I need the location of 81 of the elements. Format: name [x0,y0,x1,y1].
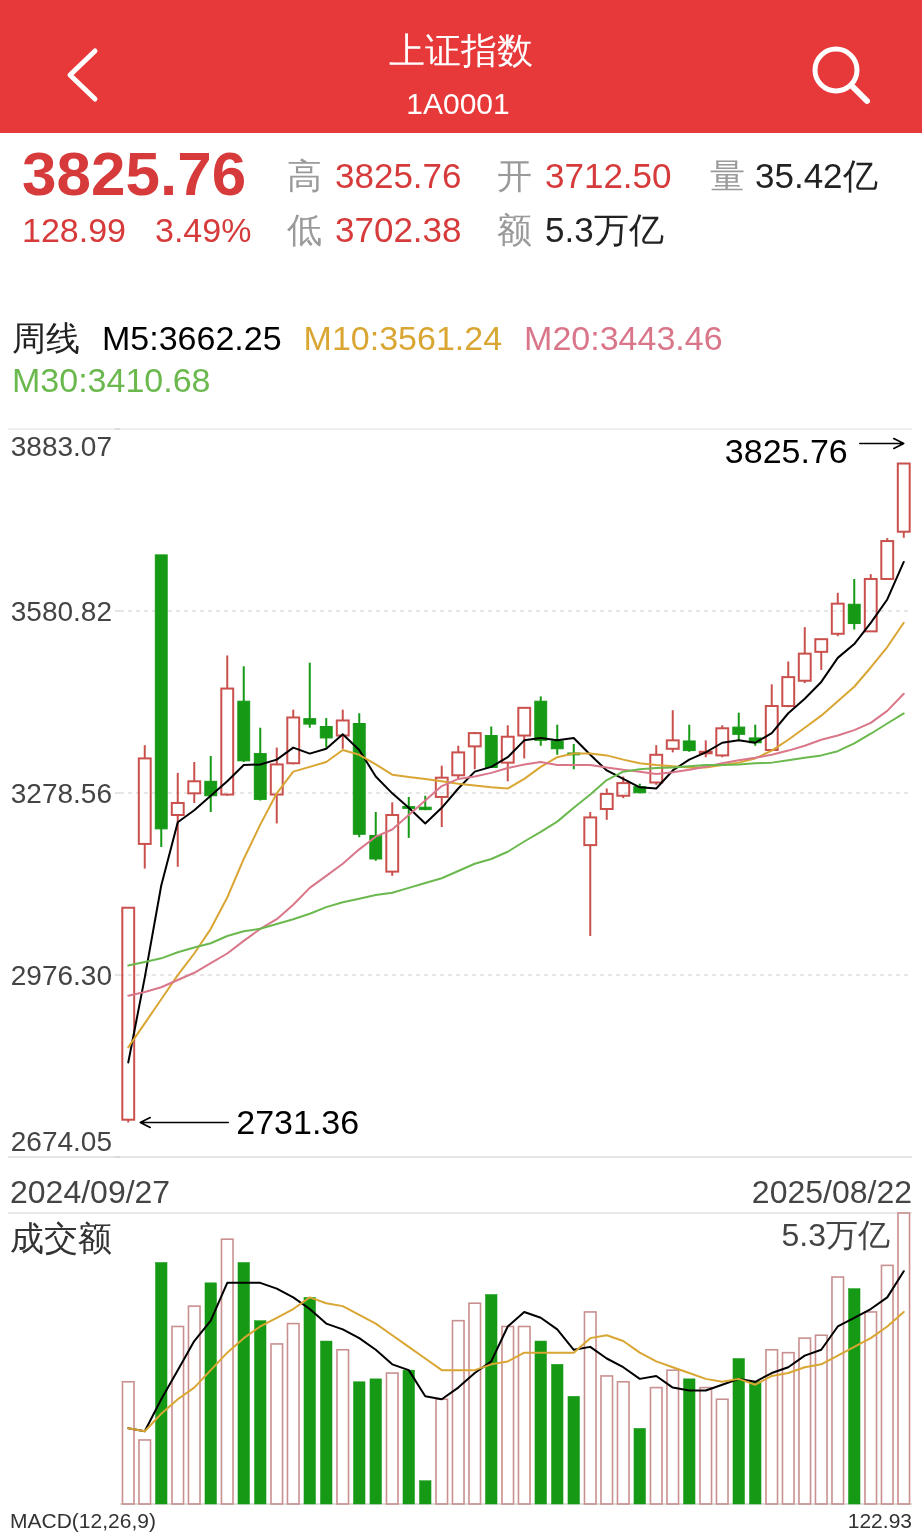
bar [336,1348,350,1505]
bar [369,1378,382,1505]
bar [451,1319,465,1505]
y-tick-label: 2976.30 [10,960,112,991]
bar [204,1282,217,1505]
bar [798,1337,812,1505]
bar [814,1334,828,1505]
text: M20:3443.46 [524,319,723,357]
text: 低 [287,210,322,249]
text: 1A0001 [406,87,510,120]
bar [765,1348,779,1505]
bar [864,1311,878,1505]
bar [187,1305,201,1505]
bar [419,1480,432,1505]
bar [435,1398,449,1505]
annotation: 3825.76 [724,431,848,470]
y-tick-label: 3278.56 [10,778,112,809]
bar [880,1264,894,1505]
bar [831,1276,845,1505]
bar [286,1322,300,1505]
text: 3825.76 [22,139,247,208]
bar [320,1340,333,1505]
text: 高 [287,156,322,195]
bar [237,1262,250,1505]
bar [633,1428,646,1505]
bar [583,1311,597,1505]
bar [270,1343,284,1505]
bar [220,1238,234,1505]
bar [534,1340,547,1505]
bar [138,1439,152,1505]
y-tick-label: 3883.07 [10,431,112,462]
text: 128.99 [22,211,126,249]
bar [353,1381,366,1505]
bar [517,1325,531,1505]
bar [155,1262,168,1505]
bar [468,1302,482,1505]
text: 开 [497,156,532,195]
text: 2025/08/22 [751,1174,912,1210]
bar [171,1325,185,1505]
bar [501,1325,515,1505]
bar [616,1380,630,1505]
bar [254,1320,267,1505]
bar [600,1375,614,1505]
text: M10:3561.24 [303,319,503,357]
text: 2024/09/27 [10,1174,171,1210]
text: MACD(12,26,9) [10,1509,156,1532]
text: 35.42亿 [755,156,878,195]
text: 3702.38 [335,210,462,249]
bar [551,1364,564,1505]
legend-title: 周线 [12,319,80,357]
bar [699,1386,713,1505]
bar [385,1372,399,1505]
text: 额 [497,210,532,249]
bar [715,1398,729,1505]
y-tick-label: 2674.05 [10,1126,112,1157]
text: 5.3万亿 [545,210,664,249]
text: 量 [710,156,745,195]
bar [781,1351,795,1505]
text: M5:3662.25 [102,319,282,357]
y-tick-label: 3580.82 [10,596,112,627]
text: 3825.76 [335,156,462,195]
bar [897,1212,911,1505]
bar [567,1396,580,1505]
annotation: 5.3万亿 [781,1217,890,1253]
bar [749,1381,762,1505]
bar [683,1378,696,1505]
bar [121,1380,135,1505]
bar [666,1369,680,1505]
text: 3712.50 [545,156,672,195]
text: 3.49% [155,211,252,249]
annotation: 2731.36 [236,1103,360,1142]
bar [402,1369,415,1505]
bar [848,1288,861,1505]
bar [485,1294,498,1505]
bar [649,1386,663,1505]
chart-title: 成交额 [10,1219,112,1257]
bar [732,1358,745,1505]
bar [303,1297,316,1505]
text: 122.93 [847,1509,912,1532]
text: 上证指数 [389,30,533,71]
text: M30:3410.68 [12,361,211,399]
